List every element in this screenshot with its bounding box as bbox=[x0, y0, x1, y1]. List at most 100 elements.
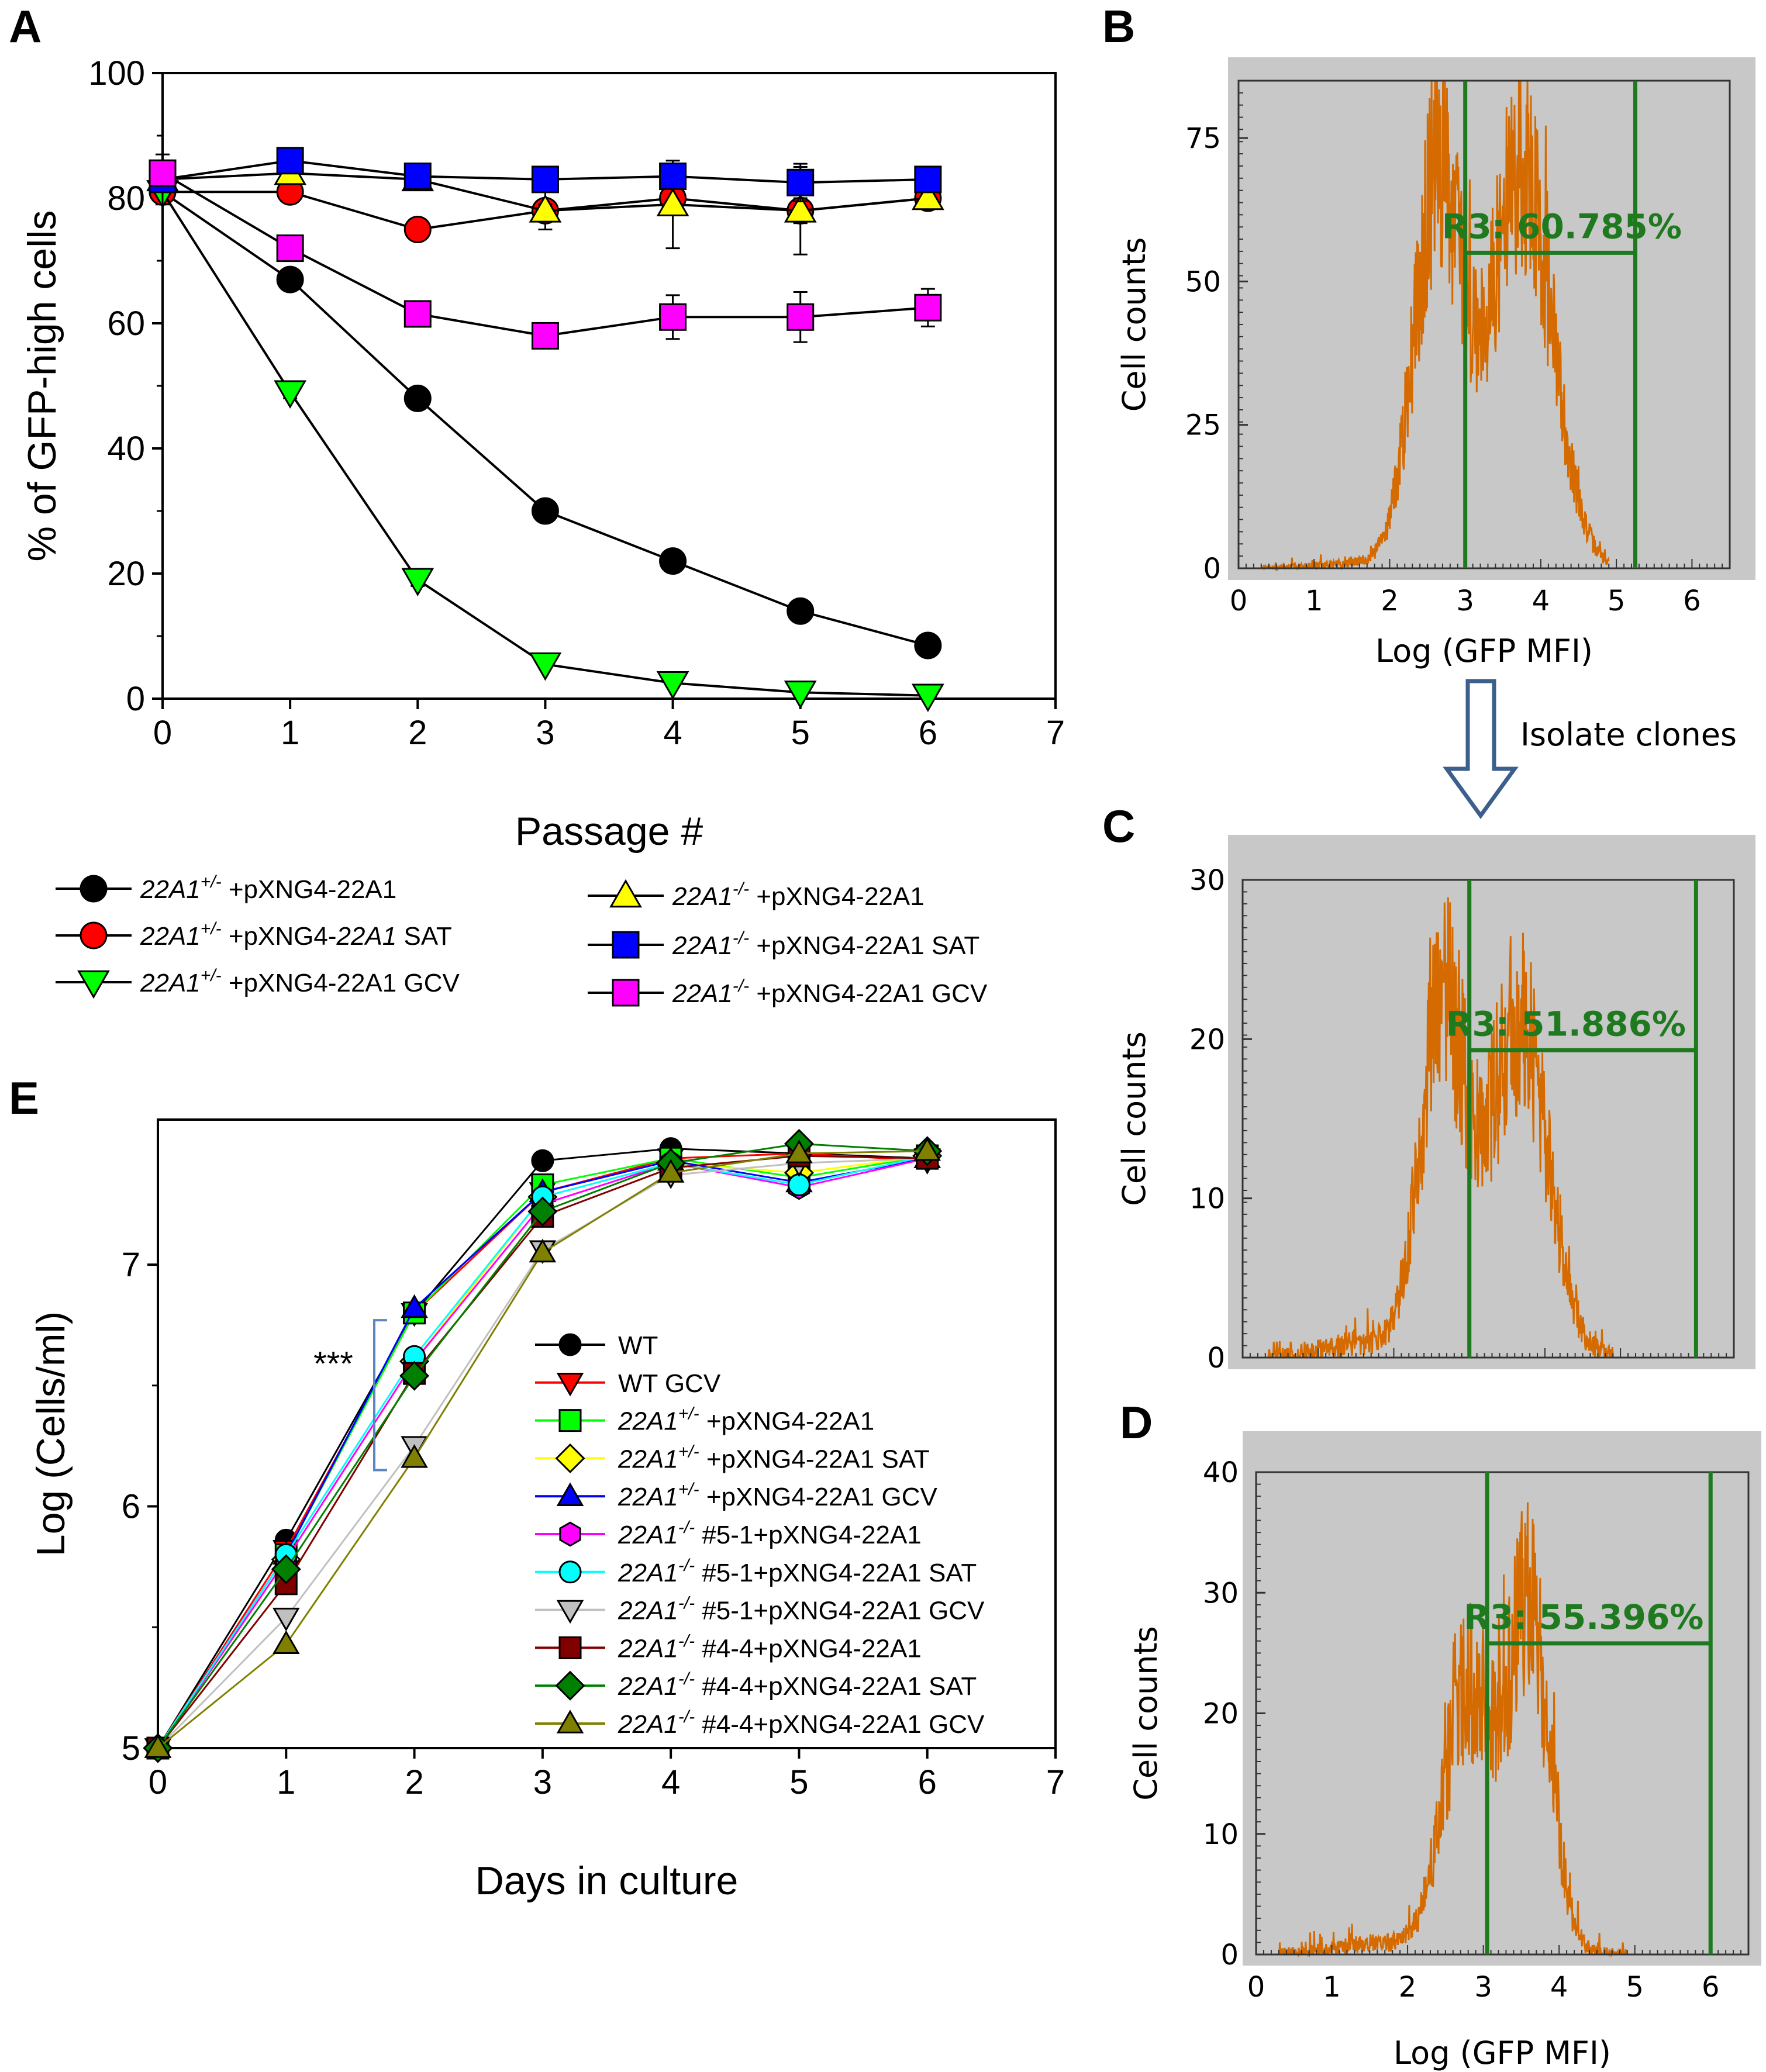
x-tick-label: 0 bbox=[149, 1763, 167, 1801]
legend-marker bbox=[80, 921, 108, 949]
legend-marker bbox=[556, 1373, 584, 1397]
data-point bbox=[656, 188, 689, 216]
data-point bbox=[403, 384, 432, 412]
legend-label: 22A1+/- +pXNG4-22A1 bbox=[618, 1404, 874, 1436]
x-tick-label: 4 bbox=[1532, 585, 1550, 617]
y-tick-label: 0 bbox=[1220, 1939, 1239, 1971]
x-tick-label: 6 bbox=[919, 714, 937, 752]
x-tick-label: 3 bbox=[1474, 1971, 1492, 2004]
legend-marker bbox=[80, 875, 108, 903]
x-tick-label: 4 bbox=[663, 714, 682, 752]
histogram-trace bbox=[1278, 1502, 1627, 1958]
data-point bbox=[659, 303, 687, 331]
y-tick-label: 0 bbox=[126, 680, 145, 718]
legend-label: 22A1-/- #4-4+pXNG4-22A1 bbox=[618, 1631, 922, 1663]
y-axis-label: Cell counts bbox=[1116, 237, 1153, 412]
gate-label: R3: 51.886% bbox=[1446, 1004, 1686, 1044]
data-point bbox=[911, 181, 944, 210]
gate-label: R3: 60.785% bbox=[1442, 206, 1682, 246]
data-point bbox=[527, 1196, 558, 1227]
legend-item: 22A1-/- +pXNG4-22A1 bbox=[588, 879, 925, 911]
legend-marker bbox=[556, 1482, 584, 1506]
data-point bbox=[399, 1360, 430, 1391]
y-tick-label: 30 bbox=[1203, 1577, 1239, 1610]
data-point bbox=[913, 1137, 941, 1161]
y-axis-label: Cell counts bbox=[1116, 1031, 1153, 1206]
data-point bbox=[401, 1294, 428, 1318]
legend-item: WT GCV bbox=[535, 1369, 721, 1398]
isolate-arrow bbox=[1443, 679, 1519, 819]
legend-marker bbox=[555, 1443, 585, 1473]
data-point bbox=[401, 568, 434, 597]
data-point bbox=[144, 1734, 172, 1758]
legend-label: 22A1-/- #4-4+pXNG4-22A1 SAT bbox=[618, 1669, 977, 1701]
series-5 bbox=[149, 159, 942, 350]
legend-item: 22A1+/- +pXNG4-22A1 SAT bbox=[56, 919, 452, 951]
x-tick-label: 5 bbox=[1608, 585, 1626, 617]
data-point bbox=[403, 300, 432, 328]
data-point bbox=[787, 1173, 810, 1197]
data-point bbox=[276, 265, 304, 293]
y-tick-label: 7 bbox=[122, 1246, 140, 1284]
y-tick-label: 40 bbox=[107, 430, 145, 468]
data-point bbox=[274, 380, 307, 409]
panel-letter-b: B bbox=[1102, 1, 1135, 52]
data-point bbox=[271, 1554, 301, 1584]
legend-label: 22A1+/- +pXNG4-22A1 SAT bbox=[618, 1442, 930, 1473]
y-tick-label: 80 bbox=[107, 179, 145, 217]
legend-marker bbox=[556, 1710, 584, 1733]
chart-b: 0 25 50 75 0 1 2 3 4 5 6 R3: 60.785% Log (GFP MFI) Ce… bbox=[1116, 57, 1755, 669]
legend-label: 22A1+/- +pXNG4-22A1 SAT bbox=[140, 919, 452, 951]
x-tick-label: 4 bbox=[661, 1763, 680, 1801]
legend-marker bbox=[558, 1409, 582, 1432]
legend-label: 22A1-/- #5-1+pXNG4-22A1 bbox=[618, 1518, 922, 1549]
data-point bbox=[659, 547, 687, 575]
legend-marker bbox=[558, 1560, 582, 1584]
data-point bbox=[659, 163, 687, 191]
legend-label: 22A1-/- #5-1+pXNG4-22A1 SAT bbox=[618, 1556, 977, 1587]
plot-frame bbox=[157, 1118, 1057, 1749]
legend-item: 22A1-/- #5-1+pXNG4-22A1 SAT bbox=[535, 1556, 977, 1587]
legend-marker bbox=[77, 970, 110, 999]
data-point bbox=[787, 303, 815, 331]
x-tick-label: 7 bbox=[1046, 1763, 1065, 1801]
x-tick-label: 7 bbox=[1046, 714, 1065, 752]
data-point bbox=[149, 159, 177, 187]
x-tick-label: 0 bbox=[1247, 1971, 1265, 2004]
x-tick-label: 6 bbox=[1683, 585, 1701, 617]
x-tick-label: 0 bbox=[1230, 585, 1248, 617]
significance-bracket bbox=[373, 1319, 387, 1472]
data-point bbox=[914, 631, 942, 659]
x-axis-label: Log (GFP MFI) bbox=[1394, 2035, 1611, 2071]
x-tick-label: 5 bbox=[789, 1763, 808, 1801]
legend-label: 22A1-/- +pXNG4-22A1 GCV bbox=[672, 976, 988, 1008]
y-tick-label: 40 bbox=[1203, 1456, 1239, 1489]
legend-marker bbox=[555, 1670, 585, 1701]
x-tick-label: 4 bbox=[1550, 1971, 1568, 2004]
data-point bbox=[911, 683, 944, 712]
y-tick-label: 10 bbox=[1203, 1818, 1239, 1851]
legend-label: 22A1+/- +pXNG4-22A1 bbox=[140, 872, 396, 904]
y-tick-label: 20 bbox=[1203, 1698, 1239, 1731]
legend-marker bbox=[558, 1333, 582, 1356]
data-point bbox=[531, 165, 559, 194]
legend-item: WT bbox=[535, 1331, 658, 1360]
y-tick-label: 100 bbox=[88, 54, 145, 92]
data-point bbox=[787, 597, 815, 625]
legend-item: 22A1-/- #4-4+pXNG4-22A1 GCV bbox=[535, 1707, 985, 1739]
chart-a: 0 1 2 3 4 5 6 7 0 20 40 60 80 100 Passage # % of GFP-hi… bbox=[20, 54, 1065, 854]
data-point bbox=[787, 168, 815, 196]
data-point bbox=[276, 234, 304, 263]
data-point bbox=[529, 652, 562, 681]
chart-e: 0 1 2 3 4 5 6 7 5 6 7 Days in culture Log (Cells/ml)… bbox=[29, 1118, 1065, 1903]
y-tick-label: 75 bbox=[1185, 122, 1221, 155]
data-point bbox=[401, 1444, 428, 1468]
data-point bbox=[403, 216, 432, 243]
x-axis-label: Passage # bbox=[515, 809, 703, 854]
y-tick-label: 30 bbox=[1189, 864, 1225, 897]
x-tick-label: 3 bbox=[533, 1763, 552, 1801]
x-tick-label: 5 bbox=[791, 714, 810, 752]
x-tick-label: 2 bbox=[408, 714, 427, 752]
legend-label: 22A1-/- +pXNG4-22A1 bbox=[672, 879, 925, 911]
legend-item: 22A1-/- +pXNG4-22A1 GCV bbox=[588, 976, 988, 1008]
